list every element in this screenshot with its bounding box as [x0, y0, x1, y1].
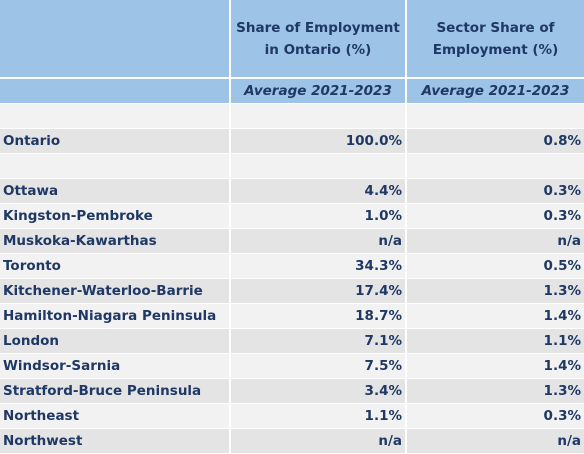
data-row: Kitchener-Waterloo-Barrie 17.4% 1.3%	[0, 278, 584, 304]
region-name: Stratford-Bruce Peninsula	[0, 378, 231, 404]
value-cell: 100.0%	[230, 128, 407, 154]
value-cell: n/a	[406, 428, 584, 454]
value-cell: 18.7%	[230, 303, 407, 329]
header-cell	[0, 0, 231, 79]
value-cell: 4.4%	[230, 178, 407, 204]
subheader-cell	[0, 78, 231, 104]
empty-cell	[406, 103, 584, 129]
value-cell: 0.3%	[406, 403, 584, 429]
subheader-cell: Average 2021-2023	[406, 78, 584, 104]
header-cell: Share of Employment in Ontario (%)	[230, 0, 407, 79]
value-cell: 7.1%	[230, 328, 407, 354]
region-name: Kingston-Pembroke	[0, 203, 231, 229]
value-cell: 0.5%	[406, 253, 584, 279]
data-row: Ottawa 4.4% 0.3%	[0, 178, 584, 204]
value-cell: 1.4%	[406, 353, 584, 379]
region-name: Muskoka-Kawarthas	[0, 228, 231, 254]
region-name: Windsor-Sarnia	[0, 353, 231, 379]
value-cell: 17.4%	[230, 278, 407, 304]
value-cell: 1.3%	[406, 378, 584, 404]
data-row: Muskoka-Kawarthas n/a n/a	[0, 228, 584, 254]
data-row: Ontario 100.0% 0.8%	[0, 128, 584, 154]
data-row: Kingston-Pembroke 1.0% 0.3%	[0, 203, 584, 229]
value-cell: 0.3%	[406, 203, 584, 229]
data-row: Northeast 1.1% 0.3%	[0, 403, 584, 429]
value-cell: 34.3%	[230, 253, 407, 279]
empty-cell	[230, 153, 407, 179]
data-row: Windsor-Sarnia 7.5% 1.4%	[0, 353, 584, 379]
value-cell: 1.3%	[406, 278, 584, 304]
value-cell: n/a	[230, 428, 407, 454]
subheader-cell: Average 2021-2023	[230, 78, 407, 104]
data-row: Hamilton-Niagara Peninsula 18.7% 1.4%	[0, 303, 584, 329]
spacer-row	[0, 103, 584, 129]
header-row: Share of Employment in Ontario (%) Sector…	[0, 0, 584, 79]
empty-cell	[406, 153, 584, 179]
value-cell: 1.4%	[406, 303, 584, 329]
region-name: Northeast	[0, 403, 231, 429]
empty-cell	[230, 103, 407, 129]
empty-cell	[0, 153, 231, 179]
value-cell: 1.1%	[406, 328, 584, 354]
value-cell: n/a	[230, 228, 407, 254]
subheader-row: Average 2021-2023 Average 2021-2023	[0, 78, 584, 104]
region-name: Toronto	[0, 253, 231, 279]
value-cell: 7.5%	[230, 353, 407, 379]
region-name: Northwest	[0, 428, 231, 454]
value-cell: 0.3%	[406, 178, 584, 204]
region-name: Kitchener-Waterloo-Barrie	[0, 278, 231, 304]
value-cell: 1.1%	[230, 403, 407, 429]
value-cell: 3.4%	[230, 378, 407, 404]
value-cell: 1.0%	[230, 203, 407, 229]
value-cell: 0.8%	[406, 128, 584, 154]
header-cell: Sector Share of Employment (%)	[406, 0, 584, 79]
data-row: Stratford-Bruce Peninsula 3.4% 1.3%	[0, 378, 584, 404]
empty-cell	[0, 103, 231, 129]
spacer-row	[0, 153, 584, 179]
region-name: Ottawa	[0, 178, 231, 204]
region-name: Ontario	[0, 128, 231, 154]
data-row: Toronto 34.3% 0.5%	[0, 253, 584, 279]
value-cell: n/a	[406, 228, 584, 254]
data-row: London 7.1% 1.1%	[0, 328, 584, 354]
region-name: London	[0, 328, 231, 354]
data-row: Northwest n/a n/a	[0, 428, 584, 454]
region-name: Hamilton-Niagara Peninsula	[0, 303, 231, 329]
